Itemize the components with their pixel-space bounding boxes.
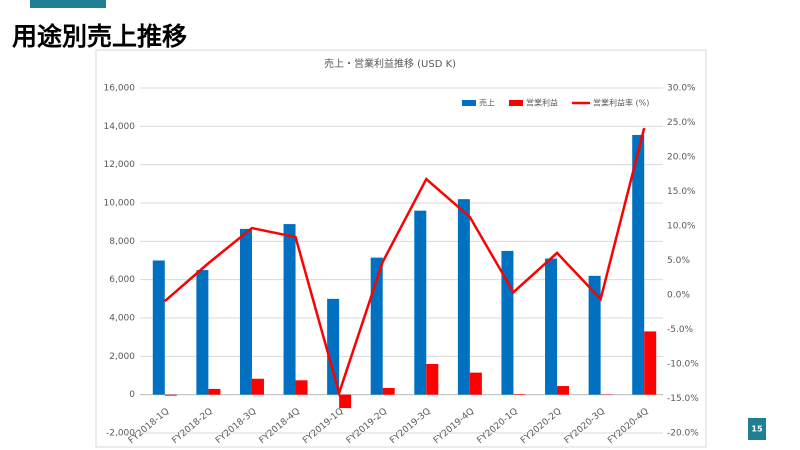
bar <box>588 275 601 395</box>
line <box>163 127 646 398</box>
accent-bar <box>30 0 106 8</box>
bar <box>208 388 221 395</box>
y2-tick-label: 20.0% <box>667 153 696 163</box>
bar <box>283 224 296 395</box>
legend-swatch <box>509 100 523 106</box>
y2-tick-label: -20.0% <box>667 429 699 439</box>
bar <box>426 364 439 395</box>
legend-swatch <box>462 100 476 106</box>
bar <box>545 258 558 395</box>
y2-tick-label: -15.0% <box>667 394 699 404</box>
legend-label: 売上 <box>479 98 495 108</box>
bar <box>557 386 570 395</box>
bar <box>382 387 395 395</box>
bar <box>164 394 177 396</box>
bar <box>327 298 340 395</box>
y-tick-label: 14,000 <box>104 122 136 132</box>
bar <box>632 134 645 395</box>
y-tick-label: 16,000 <box>104 84 136 94</box>
y-tick-label: 6,000 <box>109 275 135 285</box>
y2-tick-label: 15.0% <box>667 187 696 197</box>
y-tick-label: 10,000 <box>104 199 136 209</box>
bar <box>152 260 165 395</box>
y-tick-label: -2,000 <box>106 429 135 439</box>
y-tick-label: 0 <box>129 390 135 400</box>
bar <box>513 394 526 395</box>
y-tick-label: 12,000 <box>104 160 136 170</box>
bar <box>239 228 252 395</box>
y2-tick-label: 5.0% <box>667 256 690 266</box>
bar <box>251 378 264 395</box>
y2-tick-label: 25.0% <box>667 118 696 128</box>
bar <box>469 372 482 395</box>
y-tick-label: 4,000 <box>109 314 135 324</box>
y-tick-label: 2,000 <box>109 352 135 362</box>
legend-label: 営業利益 <box>526 98 558 108</box>
bar <box>414 210 427 395</box>
bar <box>457 199 470 395</box>
y-tick-label: 8,000 <box>109 237 135 247</box>
y2-tick-label: -5.0% <box>667 325 694 335</box>
page-number: 15 <box>751 425 763 434</box>
y2-tick-label: 0.0% <box>667 291 690 301</box>
legend-label: 営業利益率 (%) <box>593 98 649 108</box>
bar <box>196 270 209 395</box>
slide-title: 用途別売上推移 <box>12 22 187 51</box>
bar <box>339 394 352 409</box>
bar <box>644 331 657 395</box>
y2-tick-label: 10.0% <box>667 222 696 232</box>
y2-tick-label: 30.0% <box>667 84 696 94</box>
chart-title: 売上・営業利益推移 (USD K) <box>324 57 456 70</box>
page-number-box <box>748 418 766 440</box>
bar <box>295 380 308 395</box>
y2-tick-label: -10.0% <box>667 360 699 370</box>
